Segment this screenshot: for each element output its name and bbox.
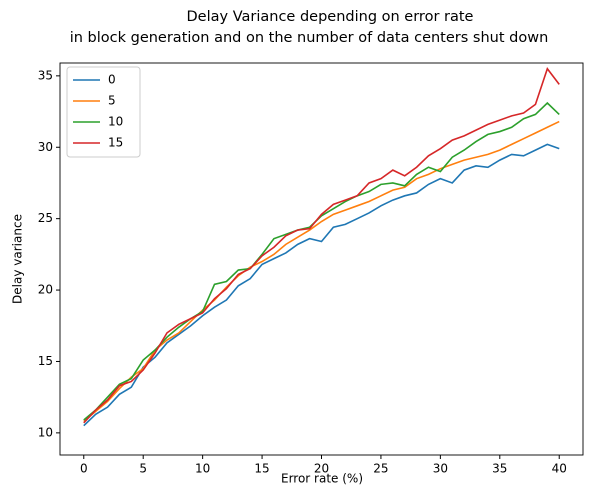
x-tick-label: 10 bbox=[195, 462, 210, 476]
x-tick-label: 5 bbox=[139, 462, 147, 476]
legend-label: 10 bbox=[108, 115, 123, 129]
chart-title: Delay Variance depending on error rate bbox=[187, 9, 474, 25]
y-tick-label: 25 bbox=[38, 211, 53, 225]
legend-label: 5 bbox=[108, 94, 116, 108]
y-tick-label: 35 bbox=[38, 68, 53, 82]
legend-label: 15 bbox=[108, 136, 123, 150]
x-tick-label: 30 bbox=[433, 462, 448, 476]
series-line bbox=[83, 101, 560, 421]
chart-title: in block generation and on the number of… bbox=[70, 30, 549, 46]
legend-label: 0 bbox=[108, 73, 116, 87]
x-axis-label: Error rate (%) bbox=[281, 472, 363, 486]
series-line bbox=[83, 143, 560, 427]
x-tick-label: 15 bbox=[254, 462, 269, 476]
y-tick-label: 15 bbox=[38, 354, 53, 368]
y-tick-label: 30 bbox=[38, 140, 53, 154]
x-tick-label: 20 bbox=[314, 462, 329, 476]
y-axis-label: Delay variance bbox=[11, 214, 25, 304]
y-tick-label: 10 bbox=[38, 425, 53, 439]
series-line bbox=[83, 120, 560, 423]
series-line bbox=[83, 67, 560, 424]
x-tick-label: 25 bbox=[373, 462, 388, 476]
plot-frame bbox=[59, 62, 584, 456]
x-tick-label: 0 bbox=[80, 462, 88, 476]
legend-box bbox=[66, 66, 141, 158]
x-tick-label: 40 bbox=[552, 462, 567, 476]
x-tick-label: 35 bbox=[492, 462, 507, 476]
y-tick-label: 20 bbox=[38, 283, 53, 297]
